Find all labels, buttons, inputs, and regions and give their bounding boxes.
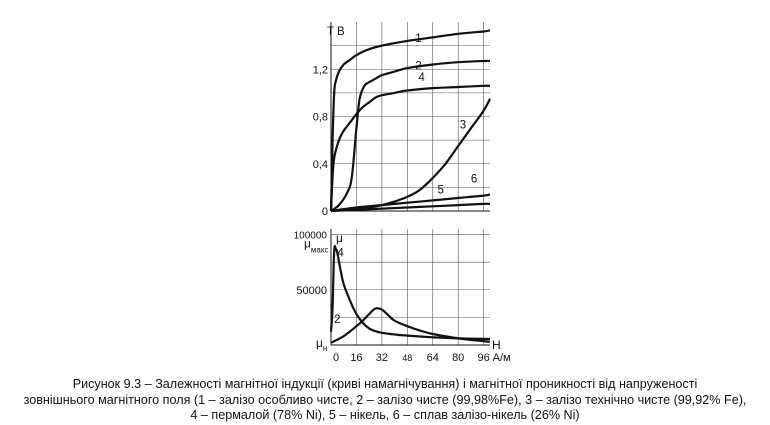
caption-line-3: 4 – пермалой (78% Ni), 5 – нікель, 6 – с… [190, 408, 580, 422]
figure-caption: Рисунок 9.3 – Залежності магнітної індук… [10, 377, 760, 424]
x-tick-label: 0 [333, 352, 339, 364]
curve-4 [329, 84, 491, 212]
y-tick-label: 0,4 [313, 159, 328, 171]
induction-chart: 0 0,4 0,8 1,2 T В 1 2 3 4 5 6 [313, 22, 491, 218]
x-tick-label: 64 [427, 352, 439, 364]
caption-line-1: Рисунок 9.3 – Залежності магнітної індук… [72, 377, 698, 391]
curve-label-2: 2 [334, 314, 340, 326]
curve-1 [329, 29, 491, 212]
y-tick-label: 0 [322, 206, 328, 218]
curve-label-2: 2 [415, 60, 421, 72]
x-tick-label: 16 [350, 352, 362, 364]
x-tick-label: 96 [478, 352, 490, 364]
curve-3 [330, 98, 491, 213]
grid [331, 22, 490, 211]
curve-label-3: 3 [460, 119, 466, 131]
x-tick-label: 48 [402, 353, 412, 363]
y-axis-label: μ [336, 231, 343, 245]
curve-4 [329, 244, 491, 341]
curve-2 [330, 59, 491, 212]
curve-5 [330, 193, 491, 213]
curve-label-4: 4 [337, 248, 344, 260]
x-tick-label: 32 [376, 352, 388, 364]
curve-label-1: 1 [415, 33, 421, 45]
x-tick-label: 80 [452, 352, 464, 364]
caption-line-2: зовнішнього магнітного поля (1 – залізо … [23, 392, 747, 407]
curve-label-5: 5 [438, 184, 444, 196]
x-unit-label: А/м [493, 352, 511, 364]
curve-label-6: 6 [471, 174, 477, 186]
y-tick-label: 0,8 [313, 112, 328, 124]
y-tick-label: 100000 [294, 231, 328, 242]
x-axis-label: Н [492, 338, 501, 352]
curve-2 [330, 307, 491, 344]
y-axis-label: T В [327, 26, 345, 38]
curve-label-4: 4 [418, 72, 425, 84]
mu-initial-label: μн [316, 336, 327, 353]
curve-6 [330, 202, 491, 213]
y-tick-label: 50000 [296, 285, 327, 297]
y-tick-label: 1,2 [313, 64, 328, 76]
